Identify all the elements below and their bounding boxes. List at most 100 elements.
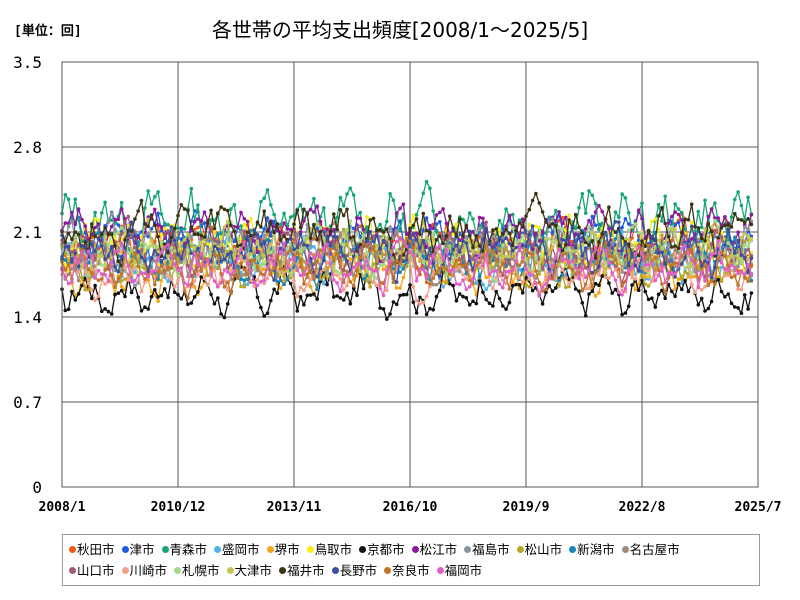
data-point	[666, 243, 671, 248]
data-point	[292, 278, 296, 283]
legend-marker	[621, 546, 629, 553]
data-point	[746, 195, 750, 200]
data-point	[501, 239, 505, 244]
data-point	[517, 235, 522, 239]
data-point	[530, 198, 535, 203]
data-point	[172, 227, 177, 231]
data-point	[358, 269, 363, 274]
data-point	[179, 203, 184, 207]
data-point	[232, 269, 237, 273]
data-point	[186, 274, 190, 279]
data-point	[361, 277, 366, 281]
data-point	[510, 257, 515, 261]
data-point	[315, 237, 320, 242]
data-point	[269, 221, 273, 225]
data-point	[680, 281, 684, 286]
data-point	[414, 298, 419, 303]
data-point	[620, 270, 624, 274]
data-point	[80, 234, 84, 238]
data-point	[497, 273, 502, 278]
data-point	[540, 266, 545, 271]
data-point	[441, 241, 445, 246]
data-point	[663, 261, 667, 266]
data-point	[689, 264, 694, 269]
data-point	[497, 235, 502, 240]
data-point	[703, 254, 707, 259]
data-point	[162, 265, 167, 269]
data-point	[626, 237, 631, 242]
data-point	[636, 288, 641, 293]
data-point	[73, 197, 78, 201]
data-point	[577, 276, 581, 281]
data-point	[368, 249, 373, 253]
data-point	[590, 193, 595, 198]
data-point	[278, 222, 283, 227]
data-point	[159, 233, 164, 237]
data-point	[388, 312, 392, 316]
data-point	[259, 271, 263, 276]
data-point	[689, 237, 694, 241]
data-point	[348, 186, 353, 191]
data-point	[146, 231, 150, 235]
data-point	[143, 280, 147, 285]
data-point	[514, 240, 518, 245]
data-point	[520, 291, 525, 295]
data-point	[156, 190, 160, 194]
data-point	[375, 231, 379, 235]
data-point	[461, 217, 465, 222]
legend-label: 鳥取市	[314, 542, 353, 557]
data-point	[660, 264, 664, 269]
data-point	[159, 250, 164, 255]
data-point	[706, 306, 711, 311]
data-point	[418, 252, 422, 256]
data-point	[670, 289, 674, 294]
data-point	[216, 239, 220, 244]
data-point	[139, 271, 144, 275]
data-point	[199, 275, 203, 279]
data-point	[467, 303, 472, 307]
data-point	[322, 236, 326, 240]
data-point	[428, 261, 432, 266]
data-point	[414, 278, 419, 283]
data-point	[239, 277, 243, 282]
data-point	[733, 197, 737, 202]
data-point	[587, 292, 591, 296]
data-point	[106, 248, 111, 253]
x-tick-label: 2008/1	[39, 500, 86, 515]
data-point	[444, 281, 449, 285]
data-point	[699, 236, 704, 241]
data-point	[156, 223, 160, 227]
data-point	[139, 289, 144, 294]
data-point	[471, 257, 475, 262]
data-point	[739, 260, 744, 264]
data-point	[225, 302, 230, 306]
data-point	[394, 251, 399, 255]
data-point	[225, 252, 230, 257]
data-point	[169, 235, 174, 240]
data-point	[133, 270, 137, 275]
data-point	[464, 296, 469, 300]
data-point	[520, 217, 525, 221]
data-point	[345, 283, 349, 288]
data-point	[162, 261, 167, 266]
data-point	[491, 265, 495, 270]
data-point	[404, 236, 409, 241]
data-point	[418, 258, 422, 263]
data-point	[723, 223, 727, 228]
data-point	[742, 272, 747, 277]
data-point	[66, 231, 71, 236]
data-point	[434, 237, 439, 242]
data-point	[626, 304, 631, 309]
data-point	[689, 272, 694, 276]
data-point	[613, 230, 618, 234]
data-point	[597, 227, 601, 232]
data-point	[70, 219, 74, 224]
data-point	[726, 247, 730, 251]
data-point	[653, 266, 658, 271]
data-point	[129, 247, 134, 251]
data-point	[262, 314, 267, 318]
data-point	[66, 197, 71, 202]
data-point	[699, 225, 704, 230]
data-point	[162, 255, 167, 260]
data-point	[202, 243, 207, 247]
